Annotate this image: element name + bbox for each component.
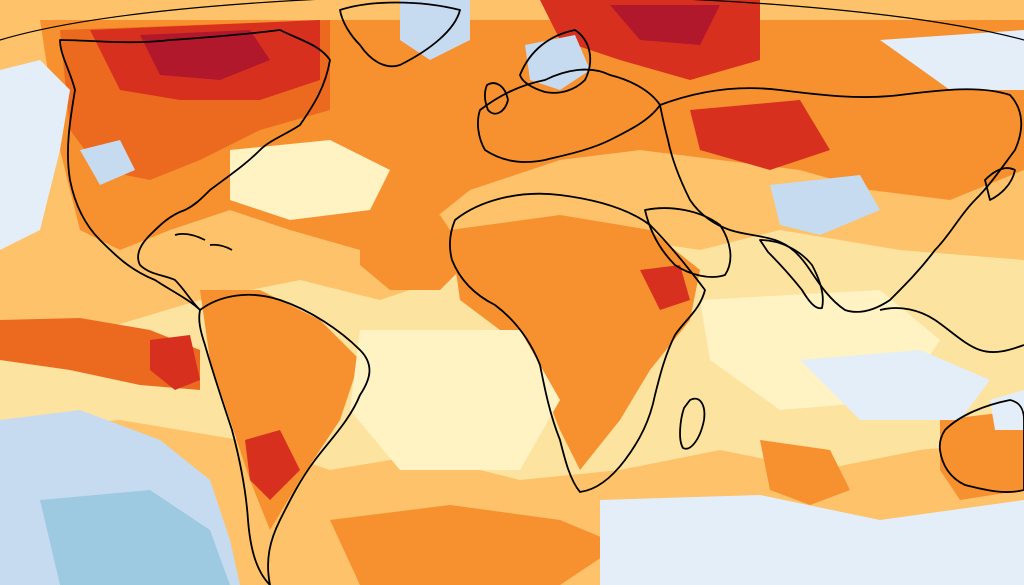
world-map-svg [0, 0, 1024, 585]
temperature-anomaly-map [0, 0, 1024, 585]
